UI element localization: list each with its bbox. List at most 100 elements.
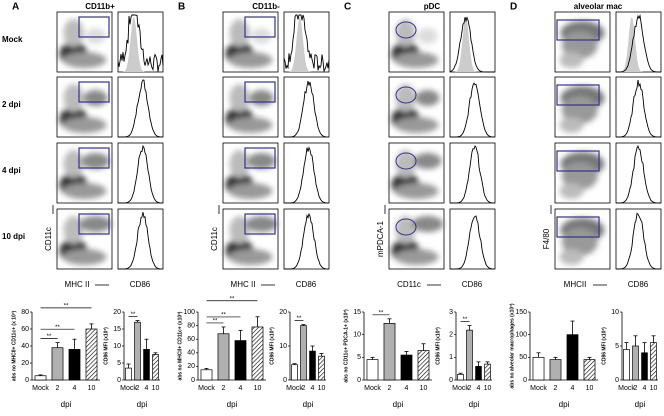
x-axis-label: dpi	[137, 400, 148, 409]
y-tick-label: 0	[449, 377, 453, 384]
x-tick-label: 4	[73, 385, 77, 392]
x-tick-label: 2	[634, 385, 638, 392]
gate	[556, 216, 600, 238]
y-tick-label: 50	[519, 354, 527, 361]
density-blob	[62, 249, 107, 265]
hist-axis-label: CD86	[462, 280, 483, 289]
significance-label: **	[463, 317, 468, 323]
y-axis-label: abs no MHCII+ CD11c+ (x10³)	[177, 311, 183, 380]
density	[225, 216, 278, 265]
x-tick-label: 2	[554, 385, 558, 392]
bar	[366, 359, 379, 381]
x-tick-label: 2	[468, 385, 472, 392]
hist-axis-label: CD86	[130, 280, 151, 289]
y-axis-label: mPDCA-1	[376, 220, 385, 257]
density	[391, 216, 444, 265]
x-axis-label: dpi	[635, 400, 646, 409]
histogram-line	[117, 14, 164, 72]
y-axis-label: F4/80	[542, 228, 551, 249]
bar	[309, 350, 316, 381]
row-label: 10 dpi	[2, 232, 25, 241]
bar	[400, 354, 413, 381]
gate	[244, 16, 276, 38]
significance-label: **	[221, 313, 226, 319]
density-blob	[62, 183, 107, 199]
bar	[200, 369, 213, 381]
y-tick-label: 2	[449, 332, 453, 339]
y-tick-label: 80	[187, 322, 195, 329]
x-tick-label: 2	[136, 385, 140, 392]
y-tick-label: 0	[25, 377, 29, 384]
x-tick-label: 10	[88, 385, 96, 392]
x-tick-label: 10	[318, 385, 326, 392]
histogram-line	[615, 212, 662, 270]
panel-title: CD11b+	[85, 2, 115, 11]
histogram	[283, 76, 330, 138]
y-axis-label: CD86 MFI (x10³)	[269, 327, 275, 365]
x-axis-label: MHC II	[231, 280, 256, 289]
x-axis-label: dpi	[303, 400, 314, 409]
gate	[244, 147, 276, 169]
y-axis-label: abs no MHCII+ CD11c+ (x 10³)	[11, 311, 17, 382]
density	[59, 150, 110, 199]
y-tick-label: 60	[187, 336, 195, 343]
density	[391, 19, 439, 68]
bar	[300, 325, 307, 381]
density	[391, 84, 440, 133]
density-blob	[395, 216, 416, 244]
bar	[291, 364, 298, 381]
bar	[34, 375, 47, 381]
x-axis-label: dpi	[61, 400, 72, 409]
density-blob	[251, 28, 272, 44]
density-blob	[559, 183, 584, 199]
reference-histogram	[450, 16, 495, 72]
density-blob	[229, 19, 250, 47]
bar	[583, 359, 596, 381]
histogram-line	[615, 79, 662, 138]
x-tick-label: Mock	[198, 385, 215, 392]
density	[559, 152, 605, 199]
bar	[234, 340, 247, 381]
histogram-line	[283, 212, 330, 270]
bar	[549, 359, 562, 381]
density-blob	[228, 52, 273, 68]
bar	[383, 322, 396, 381]
density-blob	[559, 117, 584, 133]
density-blob	[228, 117, 273, 133]
gate	[78, 81, 110, 103]
gate	[556, 150, 600, 172]
histogram	[283, 11, 330, 73]
row-label: 4 dpi	[2, 166, 21, 175]
x-axis-label: dpi	[559, 400, 570, 409]
y-tick-label: 100	[515, 332, 527, 339]
density-blob	[247, 153, 276, 169]
density-blob	[395, 84, 416, 112]
bar	[632, 345, 639, 381]
gate	[556, 84, 600, 106]
gate	[395, 21, 417, 39]
x-tick-label: 4	[145, 385, 149, 392]
significance-label: **	[55, 325, 60, 331]
x-tick-label: 2	[56, 385, 60, 392]
y-tick-label: 0	[357, 377, 361, 384]
x-tick-label: 4	[239, 385, 243, 392]
x-tick-label: 4	[477, 385, 481, 392]
y-tick-label: 10	[113, 343, 121, 350]
x-tick-label: 2	[302, 385, 306, 392]
histogram-line	[117, 212, 164, 270]
density-blob	[83, 90, 108, 106]
x-tick-label: Mock	[530, 385, 547, 392]
y-tick-label: 60	[21, 326, 29, 333]
y-tick-label: 5	[117, 360, 121, 367]
bar	[641, 352, 648, 381]
panel-letter: B	[178, 2, 185, 13]
density-blob	[561, 162, 598, 190]
bar	[251, 326, 264, 381]
bar	[318, 355, 325, 381]
y-tick-label: 10	[611, 309, 619, 316]
density-blob	[413, 153, 442, 169]
x-tick-label: 10	[586, 385, 594, 392]
density-blob	[559, 249, 584, 265]
significance-label: **	[213, 319, 218, 325]
gate	[244, 81, 276, 103]
